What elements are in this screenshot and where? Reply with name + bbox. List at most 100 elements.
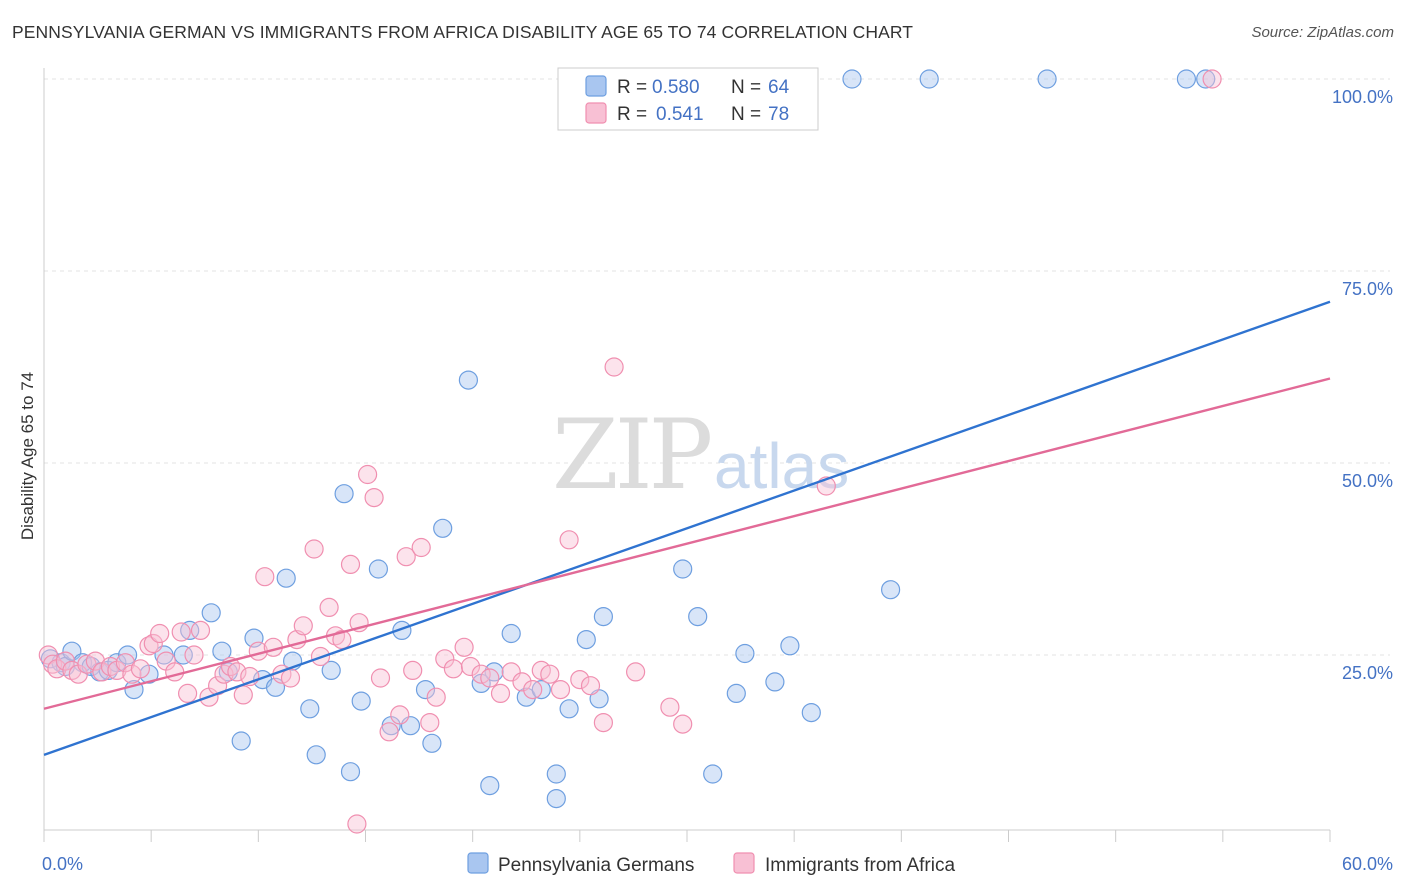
point-immigrants-from-africa [570,669,590,690]
point-pennsylvania-germans [300,699,320,719]
point-pennsylvania-germans [415,679,436,700]
legend-n-label-2: N = [731,104,761,125]
point-pennsylvania-germans [801,702,821,723]
point-pennsylvania-germans [212,641,232,661]
watermark-atlas: atlas [714,430,849,502]
bottom-legend-swatch-pink [733,852,755,874]
point-pennsylvania-germans [422,733,442,753]
point-pennsylvania-germans [340,762,361,782]
point-immigrants-from-africa [501,662,521,682]
point-pennsylvania-germans [780,636,800,656]
point-immigrants-from-africa [580,676,601,696]
legend-swatch-pink [585,102,607,124]
point-pennsylvania-germans [433,518,453,538]
x-tick-label-min: 0.0% [42,854,83,874]
bottom-legend-label-1: Pennsylvania Germans [498,855,694,876]
point-immigrants-from-africa [396,547,416,567]
source-label: Source: ZipAtlas.com [1251,24,1394,41]
point-immigrants-from-africa [332,629,352,650]
point-pennsylvania-germans [173,645,193,665]
point-immigrants-from-africa [379,722,399,742]
x-axis-ticks [43,830,1331,842]
bottom-legend-label-2: Immigrants from Africa [765,855,955,876]
legend-swatch-blue [585,75,607,97]
trend-lines [43,300,1331,756]
point-immigrants-from-africa [255,567,275,587]
point-pennsylvania-germans [735,643,755,664]
point-immigrants-from-africa [130,659,150,679]
y-tick-label: 25.0% [1342,663,1393,683]
point-pennsylvania-germans [765,672,785,692]
point-immigrants-from-africa [411,537,431,558]
point-immigrants-from-africa [165,662,185,682]
point-immigrants-from-africa [304,539,324,559]
bottom-legend-swatch-blue [467,852,489,874]
point-pennsylvania-germans [842,69,862,89]
point-immigrants-from-africa [340,554,361,575]
watermark: ZIP atlas [552,399,849,511]
y-tick-label: 75.0% [1342,279,1393,299]
point-immigrants-from-africa [171,622,191,642]
legend-n-label-1: N = [731,77,761,98]
point-immigrants-from-africa [559,530,579,550]
grid-lines [44,78,1390,656]
point-immigrants-from-africa [55,651,76,671]
point-pennsylvania-germans [576,629,596,650]
y-axis-label: Disability Age 65 to 74 [18,372,37,540]
point-pennsylvania-germans [1196,69,1216,89]
point-immigrants-from-africa [358,464,378,485]
point-immigrants-from-africa [426,687,446,707]
point-pennsylvania-germans [726,683,746,704]
legend-r-value-1: 0.580 [652,77,700,98]
point-immigrants-from-africa [593,712,614,733]
point-pennsylvania-germans [673,559,693,579]
point-pennsylvania-germans [368,559,388,579]
point-immigrants-from-africa [280,668,301,688]
point-pennsylvania-germans [593,606,614,627]
point-immigrants-from-africa [454,637,474,657]
data-points [38,69,1222,834]
point-pennsylvania-germans [516,687,536,707]
point-immigrants-from-africa [420,712,440,733]
bottom-legend: Pennsylvania Germans Immigrants from Afr… [467,852,955,876]
point-pennsylvania-germans [703,764,723,784]
point-immigrants-from-africa [625,662,646,682]
point-pennsylvania-germans [231,731,251,751]
trend-line-pennsylvania-germans [43,300,1331,756]
point-immigrants-from-africa [293,616,313,636]
point-pennsylvania-germans [1037,69,1057,89]
point-immigrants-from-africa [319,597,339,618]
point-pennsylvania-germans [546,788,566,809]
point-immigrants-from-africa [673,714,693,734]
point-immigrants-from-africa [660,697,680,717]
point-pennsylvania-germans [559,699,579,719]
point-immigrants-from-africa [490,683,511,704]
point-immigrants-from-africa [512,672,532,692]
legend-r-value-2: 0.541 [656,104,704,125]
point-immigrants-from-africa [604,357,624,377]
point-pennsylvania-germans [276,568,296,588]
point-pennsylvania-germans [458,370,478,390]
point-immigrants-from-africa [550,679,571,700]
legend: R = 0.580 N = 64 R = 0.541 N = 78 [557,67,819,131]
y-tick-label: 50.0% [1342,471,1393,491]
point-pennsylvania-germans [480,775,500,796]
point-immigrants-from-africa [403,660,423,681]
point-pennsylvania-germans [351,691,371,711]
x-tick-label-max: 60.0% [1342,854,1393,874]
point-immigrants-from-africa [480,668,500,688]
point-immigrants-from-africa [460,656,481,677]
point-immigrants-from-africa [347,814,367,834]
point-immigrants-from-africa [178,683,198,704]
point-pennsylvania-germans [919,69,939,89]
y-tick-label: 100.0% [1332,87,1393,107]
point-pennsylvania-germans [117,645,138,665]
point-immigrants-from-africa [370,668,391,688]
watermark-zip: ZIP [552,399,711,511]
point-immigrants-from-africa [540,664,560,684]
legend-r-label-2: R = [617,104,647,125]
chart-title: PENNSYLVANIA GERMAN VS IMMIGRANTS FROM A… [12,22,914,42]
trend-line-immigrants-from-africa [43,377,1331,710]
point-immigrants-from-africa [443,659,463,679]
